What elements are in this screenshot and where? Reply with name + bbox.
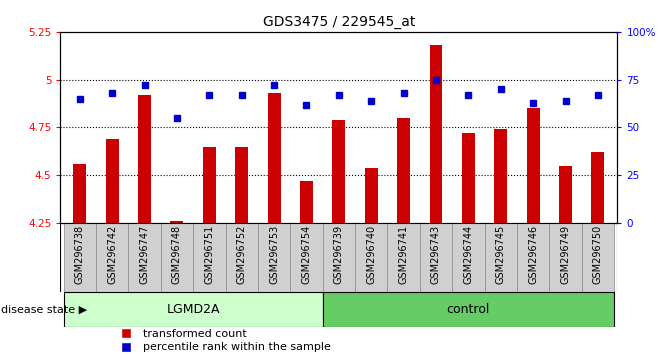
Text: GSM296753: GSM296753 bbox=[269, 225, 279, 284]
Text: GSM296739: GSM296739 bbox=[334, 225, 344, 284]
Bar bbox=[64, 292, 323, 327]
Bar bbox=[268, 93, 280, 223]
Text: GSM296750: GSM296750 bbox=[593, 225, 603, 284]
Text: GSM296751: GSM296751 bbox=[205, 225, 214, 284]
Bar bbox=[365, 167, 378, 223]
Bar bbox=[170, 221, 183, 223]
Text: control: control bbox=[447, 303, 490, 316]
Bar bbox=[300, 181, 313, 223]
Title: GDS3475 / 229545_at: GDS3475 / 229545_at bbox=[262, 16, 415, 29]
Bar bbox=[236, 147, 248, 223]
Bar bbox=[484, 223, 517, 292]
Bar bbox=[193, 223, 225, 292]
Bar bbox=[138, 95, 151, 223]
Bar bbox=[429, 45, 442, 223]
Bar bbox=[387, 223, 420, 292]
Bar bbox=[258, 223, 291, 292]
Text: GSM296752: GSM296752 bbox=[237, 225, 247, 285]
Text: GSM296742: GSM296742 bbox=[107, 225, 117, 284]
Bar bbox=[106, 139, 119, 223]
Legend: transformed count, percentile rank within the sample: transformed count, percentile rank withi… bbox=[111, 325, 335, 354]
Bar bbox=[64, 223, 96, 292]
Bar bbox=[291, 223, 323, 292]
Text: GSM296746: GSM296746 bbox=[528, 225, 538, 284]
Bar bbox=[355, 223, 387, 292]
Text: GSM296748: GSM296748 bbox=[172, 225, 182, 284]
Bar bbox=[517, 223, 550, 292]
Text: LGMD2A: LGMD2A bbox=[166, 303, 220, 316]
Bar bbox=[161, 223, 193, 292]
Bar bbox=[591, 152, 605, 223]
Text: GSM296749: GSM296749 bbox=[560, 225, 570, 284]
Bar bbox=[397, 118, 410, 223]
Bar bbox=[462, 133, 475, 223]
Bar bbox=[128, 223, 161, 292]
Text: GSM296740: GSM296740 bbox=[366, 225, 376, 284]
Text: disease state ▶: disease state ▶ bbox=[1, 305, 87, 315]
Text: GSM296745: GSM296745 bbox=[496, 225, 506, 284]
Bar bbox=[452, 223, 484, 292]
Bar bbox=[332, 120, 346, 223]
Bar bbox=[420, 223, 452, 292]
Bar bbox=[323, 223, 355, 292]
Bar bbox=[73, 164, 87, 223]
Bar bbox=[203, 147, 216, 223]
Bar bbox=[323, 292, 614, 327]
Text: GSM296747: GSM296747 bbox=[140, 225, 150, 284]
Bar bbox=[96, 223, 128, 292]
Text: GSM296744: GSM296744 bbox=[464, 225, 473, 284]
Bar bbox=[495, 129, 507, 223]
Bar bbox=[225, 223, 258, 292]
Text: GSM296743: GSM296743 bbox=[431, 225, 441, 284]
Text: GSM296754: GSM296754 bbox=[301, 225, 311, 284]
Bar bbox=[527, 108, 539, 223]
Bar bbox=[559, 166, 572, 223]
Text: GSM296741: GSM296741 bbox=[399, 225, 409, 284]
Bar bbox=[550, 223, 582, 292]
Bar bbox=[582, 223, 614, 292]
Text: GSM296738: GSM296738 bbox=[75, 225, 85, 284]
